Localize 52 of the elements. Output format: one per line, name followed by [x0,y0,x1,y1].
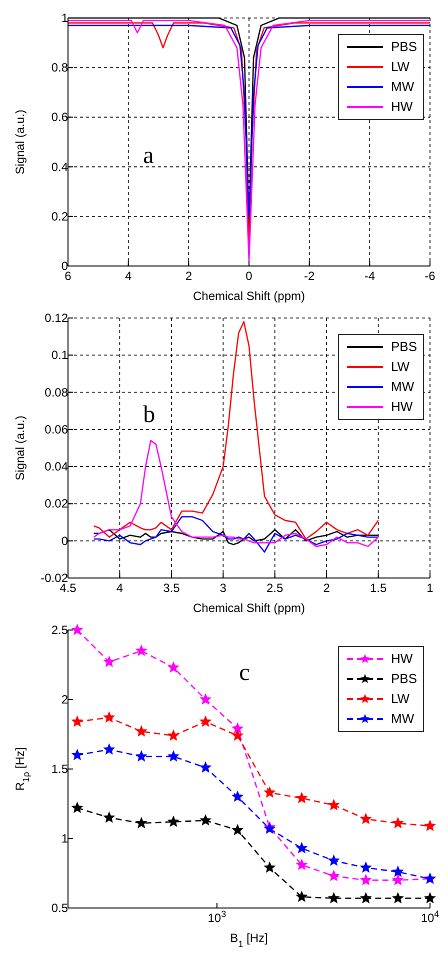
x-tick-label: 2.5 [266,581,284,595]
legend-label: MW [390,378,414,396]
y-tick-label: 1 [61,832,68,846]
x-axis-title: Chemical Shift (ppm) [192,289,306,303]
x-tick-label: 1 [426,581,434,595]
y-tick-label: 0.2 [51,209,68,224]
y-tick-label: 0.4 [51,160,68,174]
x-tick-label: 3.5 [163,581,180,595]
x-tick-label: 10$^{3}$ [208,909,226,925]
y-tick-label: 0 [61,534,68,548]
x-tick-label: -2 [304,269,315,283]
y-tick-label: 0.6 [51,110,68,124]
x-tick-label: 0 [246,269,253,283]
legend-label: MW [390,78,414,96]
y-tick-label: 1.5 [51,762,68,776]
legend-label: PBS [390,338,417,356]
legend-label: HW [390,398,413,416]
x-axis-title: Chemical Shift (ppm) [192,601,306,615]
y-tick-label: 0.8 [51,60,68,75]
legend-label: HW [390,98,413,116]
y-tick-label: 2.5 [51,623,68,637]
y-tick-label: 0.04 [44,460,68,474]
y-tick-label: 2 [61,692,68,706]
y-tick-label: 1 [61,11,68,25]
legend-label: LW [390,58,410,76]
legend-label: LW [390,358,410,376]
legend-label: PBS [390,38,417,56]
x-tick-label: 10$^{4}$ [420,909,440,925]
x-tick-label: 3 [220,581,227,595]
annotation: a [143,143,154,170]
y-axis-title: Signal (a.u.) [13,110,27,174]
x-tick-label: 4 [116,581,124,595]
x-tick-label: 4 [124,269,132,283]
legend-label: MW [390,710,414,728]
annotation: b [143,402,156,429]
x-tick-label: 1.5 [370,581,387,595]
x-tick-label: -4 [364,269,376,283]
y-tick-label: 0.5 [51,901,68,915]
y-tick-label: 0.08 [44,385,68,400]
x-axis-title: B$_{1}$ [Hz] [230,931,268,949]
annotation: c [239,660,250,687]
legend-label: PBS [390,670,417,688]
x-tick-label: 2 [323,581,330,595]
legend-label: HW [390,650,413,668]
y-tick-label: 0.06 [44,422,68,436]
y-tick-label: 0.12 [44,311,68,325]
x-tick-label: -6 [424,269,436,283]
y-tick-label: 0.02 [44,496,68,511]
x-tick-label: 2 [185,269,192,283]
y-axis-title: Signal (a.u.) [13,416,27,480]
legend-label: LW [390,690,410,708]
y-tick-label: 0.1 [51,348,68,362]
